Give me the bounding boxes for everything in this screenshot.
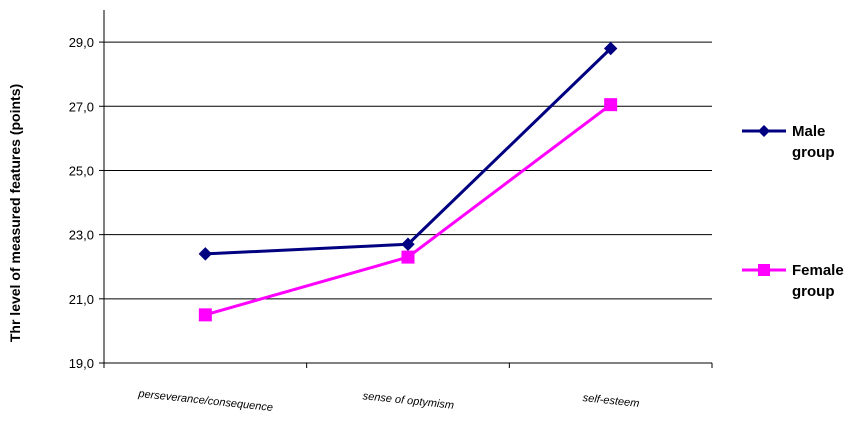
y-tick-label: 23,0 bbox=[69, 228, 94, 243]
data-point-diamond bbox=[401, 237, 415, 251]
y-tick-label: 27,0 bbox=[69, 99, 94, 114]
x-category-label: perseverance/consequence bbox=[137, 388, 274, 414]
data-point-square bbox=[401, 250, 415, 264]
x-category-label: sense of optymism bbox=[362, 390, 454, 412]
y-tick-label: 19,0 bbox=[69, 356, 94, 371]
y-tick-label: 29,0 bbox=[69, 35, 94, 50]
axes bbox=[99, 10, 713, 368]
y-tick-label: 25,0 bbox=[69, 163, 94, 178]
series-lines bbox=[204, 47, 612, 317]
data-point-square bbox=[604, 98, 618, 112]
y-tick-label: 21,0 bbox=[69, 292, 94, 307]
data-point-square bbox=[198, 308, 212, 322]
x-category-labels: perseverance/consequence sense of optymis… bbox=[137, 388, 640, 414]
legend-label: group bbox=[792, 283, 835, 300]
y-axis-title: Thr level of measured features (points) bbox=[7, 84, 23, 342]
legend-label: Male bbox=[792, 123, 825, 140]
series-line-2 bbox=[204, 103, 612, 317]
legend-entry: Male group bbox=[742, 123, 835, 161]
legend-marker-square bbox=[758, 264, 770, 276]
x-category-label: self-esteem bbox=[582, 392, 640, 410]
legend-marker-diamond bbox=[758, 125, 770, 137]
legend: Male group Female group bbox=[742, 123, 844, 300]
series-markers bbox=[198, 41, 618, 322]
data-point-diamond bbox=[603, 41, 618, 56]
data-point-diamond bbox=[198, 247, 213, 261]
y-tick-labels: 19,0 21,0 23,0 25,0 27,0 29,0 bbox=[69, 35, 94, 371]
legend-entry: Female group bbox=[742, 262, 844, 300]
legend-label: Female bbox=[792, 262, 844, 279]
legend-label: group bbox=[792, 144, 835, 161]
